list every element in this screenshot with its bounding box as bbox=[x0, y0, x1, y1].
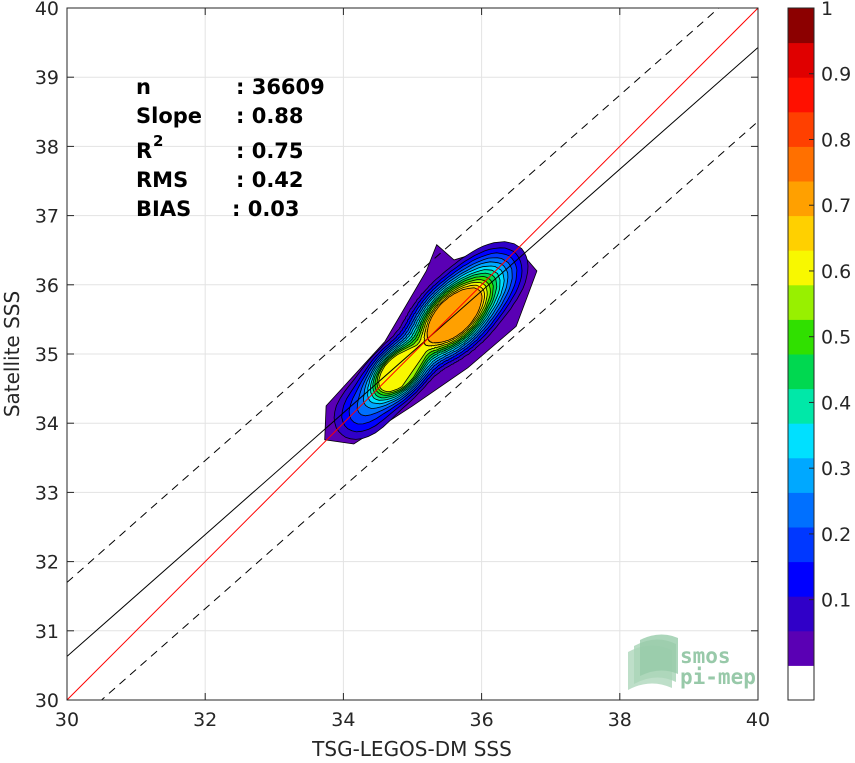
colorbar-tick-label: 1 bbox=[821, 0, 833, 20]
colorbar-tick-label: 0.3 bbox=[821, 458, 851, 480]
stat-r2-value: : 0.75 bbox=[236, 139, 304, 163]
colorbar-tick-label: 0.6 bbox=[821, 261, 851, 283]
colorbar-segment bbox=[788, 561, 814, 597]
colorbar-tick-label: 0.2 bbox=[821, 524, 851, 546]
density-contours bbox=[324, 241, 538, 445]
y-tick-label: 30 bbox=[35, 690, 59, 712]
y-tick-label: 34 bbox=[35, 413, 59, 435]
stat-n-value: : 36609 bbox=[236, 75, 325, 99]
colorbar-segment bbox=[788, 77, 814, 113]
stat-slope-value: : 0.88 bbox=[236, 104, 304, 128]
stat-rms-value: : 0.42 bbox=[236, 168, 304, 192]
y-tick-label: 40 bbox=[35, 0, 59, 20]
colorbar-segment bbox=[788, 284, 814, 320]
colorbar-tick-label: 0.8 bbox=[821, 129, 851, 151]
y-tick-label: 33 bbox=[35, 482, 59, 504]
colorbar-segment bbox=[788, 215, 814, 251]
colorbar-segment bbox=[788, 492, 814, 528]
colorbar-segment bbox=[788, 8, 814, 44]
grid bbox=[66, 7, 759, 701]
stats-box: n : 36609 Slope : 0.88 R 2 : 0.75 RMS : … bbox=[136, 75, 325, 221]
x-tick-label: 36 bbox=[470, 709, 494, 731]
colorbar-tick-label: 0.7 bbox=[821, 195, 851, 217]
colorbar-frame bbox=[787, 7, 815, 701]
stat-bias-label: BIAS bbox=[136, 197, 191, 221]
colorbar-segment bbox=[788, 250, 814, 286]
y-tick-label: 38 bbox=[35, 136, 59, 158]
stat-rms-label: RMS bbox=[136, 168, 188, 192]
x-tick-label: 34 bbox=[331, 709, 355, 731]
y-tick-label: 32 bbox=[35, 552, 59, 574]
axis-ticks: 30 32 34 36 38 40 30 31 32 33 34 35 36 37 38 39 40 bbox=[35, 0, 770, 731]
colorbar: 0.1 0.2 0.3 0.4 0.5 0.6 0.7 0.8 0.9 1 bbox=[787, 0, 851, 701]
x-tick-label: 30 bbox=[55, 709, 79, 731]
colorbar-segment bbox=[788, 457, 814, 493]
colorbar-segment bbox=[788, 111, 814, 147]
y-tick-label: 36 bbox=[35, 275, 59, 297]
colorbar-segment bbox=[788, 596, 814, 632]
colorbar-segment bbox=[788, 354, 814, 390]
colorbar-tick-label: 0.9 bbox=[821, 64, 851, 86]
colorbar-segment bbox=[788, 42, 814, 78]
stat-r2-label: R bbox=[136, 139, 152, 163]
stat-bias-value: : 0.03 bbox=[232, 197, 300, 221]
smos-pi-mep-logo: smos pi-mep bbox=[628, 634, 756, 690]
logo-text-pi-mep: pi-mep bbox=[680, 665, 756, 689]
reference-lines bbox=[67, 8, 758, 700]
colorbar-segment bbox=[788, 630, 814, 666]
stat-slope-label: Slope bbox=[136, 104, 202, 128]
colorbar-segment bbox=[788, 423, 814, 459]
logo-text-smos: smos bbox=[680, 644, 731, 668]
colorbar-tick-label: 0.4 bbox=[821, 392, 851, 414]
colorbar-segment bbox=[788, 388, 814, 424]
y-tick-label: 37 bbox=[35, 206, 59, 228]
colorbar-tick-label: 0.5 bbox=[821, 327, 851, 349]
colorbar-segment bbox=[788, 181, 814, 217]
y-tick-label: 39 bbox=[35, 67, 59, 89]
colorbar-segment bbox=[788, 665, 814, 701]
x-tick-label: 38 bbox=[608, 709, 632, 731]
colorbar-segment bbox=[788, 527, 814, 563]
x-tick-label: 40 bbox=[746, 709, 770, 731]
colorbar-tick-label: 0.1 bbox=[821, 590, 851, 612]
x-axis-label: TSG-LEGOS-DM SSS bbox=[311, 737, 512, 761]
y-tick-label: 31 bbox=[35, 621, 59, 643]
y-axis-label: Satellite SSS bbox=[0, 291, 24, 417]
stat-n-label: n bbox=[136, 75, 151, 99]
colorbar-segment bbox=[788, 146, 814, 182]
regression-line bbox=[67, 47, 758, 657]
logo-waves-icon bbox=[628, 634, 678, 690]
stat-r2-superscript: 2 bbox=[153, 132, 163, 150]
x-tick-label: 32 bbox=[193, 709, 217, 731]
y-tick-label: 35 bbox=[35, 344, 59, 366]
identity-line bbox=[67, 8, 758, 700]
